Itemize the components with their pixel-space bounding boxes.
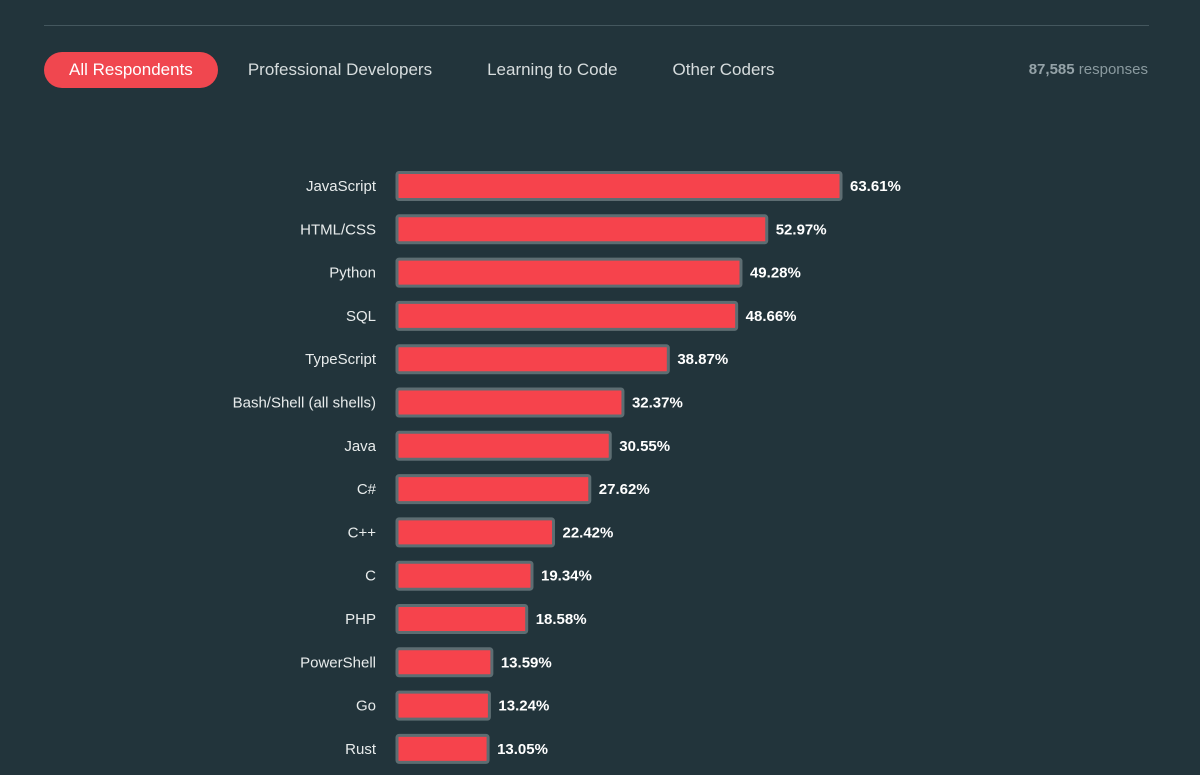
responses-number: 87,585 — [1028, 61, 1075, 78]
tab-other-coders[interactable]: Other Coders — [672, 60, 775, 79]
value-label: 13.24% — [498, 698, 549, 715]
bar[interactable] — [395, 300, 739, 331]
category-label: C# — [357, 481, 377, 498]
responses-count: 87,585 responses — [1029, 52, 1148, 88]
category-label: Java — [344, 438, 376, 455]
bar[interactable] — [395, 517, 555, 548]
bar[interactable] — [395, 647, 494, 678]
bar[interactable] — [395, 430, 612, 461]
value-label: 19.34% — [541, 568, 592, 585]
value-label: 27.62% — [599, 481, 650, 498]
category-label: TypeScript — [305, 351, 377, 368]
value-label: 18.58% — [536, 611, 587, 628]
value-label: 22.42% — [562, 524, 613, 541]
category-label: Python — [329, 265, 376, 282]
category-label: Rust — [345, 741, 377, 758]
tab-learning-to-code[interactable]: Learning to Code — [487, 60, 618, 79]
bar[interactable] — [395, 604, 529, 634]
category-label: PowerShell — [300, 654, 376, 671]
responses-label: responses — [1078, 61, 1148, 78]
bar[interactable] — [395, 257, 743, 288]
value-label: 63.61% — [850, 178, 901, 195]
category-label: JavaScript — [306, 178, 377, 195]
bar[interactable] — [395, 733, 490, 764]
respondent-tabs: All Respondents Professional Developers … — [44, 52, 830, 88]
bar[interactable] — [395, 387, 625, 418]
category-label: Bash/Shell (all shells) — [233, 395, 376, 412]
category-label: HTML/CSS — [300, 221, 376, 238]
bar[interactable] — [395, 344, 670, 375]
bar[interactable] — [395, 171, 843, 201]
value-label: 32.37% — [632, 395, 683, 412]
value-label: 49.28% — [750, 265, 801, 282]
bar[interactable] — [395, 474, 592, 505]
bar[interactable] — [395, 690, 491, 721]
value-label: 48.66% — [746, 308, 797, 325]
category-label: SQL — [346, 308, 376, 325]
value-label: 38.87% — [677, 351, 728, 368]
value-label: 52.97% — [776, 221, 827, 238]
category-label: C — [365, 568, 376, 585]
category-label: C++ — [348, 524, 377, 541]
tab-professional-developers[interactable]: Professional Developers — [247, 60, 433, 79]
value-label: 13.05% — [497, 741, 548, 758]
bar[interactable] — [395, 214, 769, 245]
top-divider — [44, 25, 1149, 26]
category-label: Go — [356, 698, 376, 715]
bar[interactable] — [395, 560, 534, 591]
value-label: 30.55% — [619, 438, 670, 455]
category-label: PHP — [345, 611, 376, 628]
value-label: 13.59% — [501, 654, 552, 671]
tab-all-respondents[interactable]: All Respondents — [44, 52, 218, 88]
